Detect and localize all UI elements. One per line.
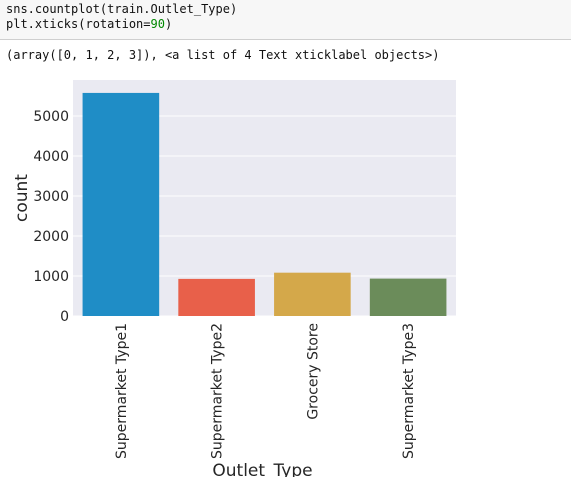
code-line-1-text: sns.countplot(train.Outlet_Type) <box>6 2 238 16</box>
bar-supermarket-type2 <box>178 278 255 316</box>
y-tick-label: 0 <box>60 309 69 325</box>
code-line-2: plt.xticks(rotation=90) <box>6 17 172 31</box>
output-text: (array([0, 1, 2, 3]), <a list of 4 Text … <box>6 48 440 62</box>
y-tick-label: 4000 <box>33 149 69 165</box>
y-tick-label: 1000 <box>33 269 69 285</box>
bar-supermarket-type1 <box>82 92 160 316</box>
code-line-2-suffix: ) <box>164 17 173 31</box>
code-line-2-prefix: plt.xticks(rotation= <box>6 17 151 31</box>
x-tick-label: Supermarket Type1 <box>114 323 130 459</box>
y-tick-label: 3000 <box>33 189 69 205</box>
code-line-1: sns.countplot(train.Outlet_Type) <box>6 2 237 16</box>
x-axis-title: Outlet_Type <box>212 461 312 477</box>
countplot-chart: 0 1000 2000 3000 4000 5000 Supermarket Type1 Su… <box>12 80 456 477</box>
bar-grocery-store <box>274 272 351 316</box>
x-tick-label: Supermarket Type2 <box>210 323 226 459</box>
x-tick-label: Supermarket Type3 <box>401 323 417 459</box>
y-tick-label: 2000 <box>33 229 69 245</box>
y-axis-title: count <box>12 174 32 222</box>
code-cell[interactable]: sns.countplot(train.Outlet_Type) plt.xti… <box>0 0 571 40</box>
code-line-2-number: 90 <box>150 17 165 31</box>
x-tick-label: Grocery Store <box>305 323 321 420</box>
bar-supermarket-type3 <box>369 278 447 316</box>
y-tick-label: 5000 <box>33 109 69 125</box>
